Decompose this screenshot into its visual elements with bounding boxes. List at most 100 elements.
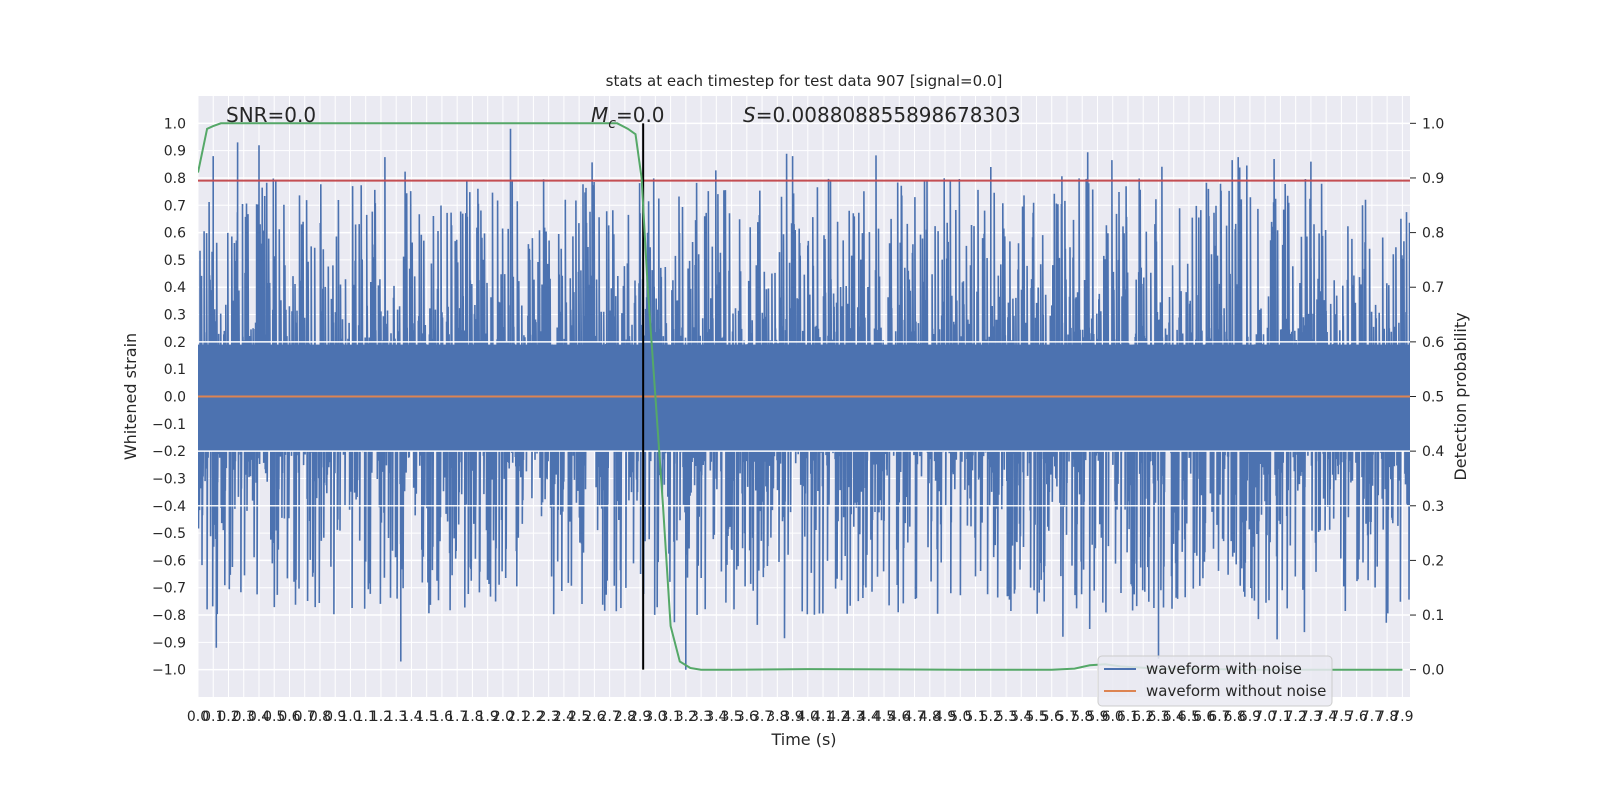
x-tick-label: 0.7: [294, 709, 316, 725]
x-tick-label: 2.7: [598, 709, 620, 725]
x-tick-label: 2.6: [583, 709, 605, 725]
y-tick-label: 0.1: [164, 362, 186, 378]
x-tick-label: 6.0: [1102, 709, 1124, 725]
x-tick-label: 7.4: [1315, 709, 1337, 725]
x-tick-label: 3.8: [766, 709, 788, 725]
x-tick-label: 0.6: [278, 709, 300, 725]
x-tick-label: 2.5: [568, 709, 590, 725]
x-tick-label: 6.9: [1239, 709, 1261, 725]
y-tick-label: 0.3: [164, 308, 186, 324]
data-layer: [198, 122, 1410, 671]
x-tick-label: 0.4: [248, 709, 270, 725]
x-tick-label: 5.6: [1041, 709, 1063, 725]
x-tick-label: 3.7: [751, 709, 773, 725]
x-axis-label: Time (s): [770, 730, 836, 749]
legend: waveform with noise waveform without noi…: [1097, 655, 1333, 707]
x-tick-label: 6.8: [1224, 709, 1246, 725]
x-tick-label: 4.7: [903, 709, 925, 725]
x-tick-label: 6.1: [1117, 709, 1139, 725]
x-tick-label: 3.3: [690, 709, 712, 725]
x-tick-label: 5.5: [1025, 709, 1047, 725]
snr-annotation: SNR=0.0: [226, 103, 316, 127]
x-tick-label: 2.2: [522, 709, 544, 725]
y-tick-label: −0.1: [152, 417, 186, 433]
x-tick-label: 7.1: [1269, 709, 1291, 725]
y-tick-label: 0.4: [164, 280, 186, 296]
y-tick-label: 0.9: [164, 144, 186, 160]
x-tick-label: 6.6: [1193, 709, 1215, 725]
x-tick-label: 5.8: [1071, 709, 1093, 725]
x-tick-label: 0.5: [263, 709, 285, 725]
y-tick-label: −1.0: [152, 663, 186, 679]
y-tick-label: −0.7: [152, 581, 186, 597]
x-tick-label: 4.4: [858, 709, 880, 725]
x-tick-label: 6.3: [1147, 709, 1169, 725]
x-tick-label: 5.9: [1086, 709, 1108, 725]
y-tick-label: −0.9: [152, 635, 186, 651]
x-tick-label: 3.0: [644, 709, 666, 725]
y-tick-label: −0.2: [152, 444, 186, 460]
x-tick-label: 0.3: [233, 709, 255, 725]
x-tick-label: 1.5: [416, 709, 438, 725]
x-tick-label: 7.9: [1391, 709, 1413, 725]
axes: 0.00.10.20.30.40.50.60.70.80.91.01.11.21…: [152, 116, 1444, 725]
x-tick-label: 4.9: [934, 709, 956, 725]
x-tick-label: 3.6: [736, 709, 758, 725]
y2-tick-label: 1.0: [1422, 116, 1444, 132]
y2-tick-label: 0.8: [1422, 226, 1444, 242]
y-tick-label: −0.6: [152, 553, 186, 569]
x-tick-label: 5.4: [1010, 709, 1032, 725]
x-tick-label: 1.2: [370, 709, 392, 725]
y2-tick-label: 0.1: [1422, 608, 1444, 624]
x-tick-label: 6.2: [1132, 709, 1154, 725]
x-tick-label: 1.0: [339, 709, 361, 725]
x-tick-label: 0.1: [202, 709, 224, 725]
y2-axis-label: Detection probability: [1451, 312, 1470, 480]
chirp-mass-value: =0.0: [616, 103, 665, 127]
y-tick-label: −0.8: [152, 608, 186, 624]
x-tick-label: 3.4: [705, 709, 727, 725]
x-tick-label: 2.1: [507, 709, 529, 725]
y2-tick-label: 0.3: [1422, 499, 1444, 515]
y-tick-label: 0.2: [164, 335, 186, 351]
chirp-mass-annotation: Mc=0.0: [591, 103, 665, 132]
x-tick-label: 5.2: [980, 709, 1002, 725]
probability-series-line: [198, 122, 1403, 671]
x-tick-label: 1.4: [400, 709, 422, 725]
x-tick-label: 5.3: [995, 709, 1017, 725]
x-tick-label: 3.9: [781, 709, 803, 725]
x-tick-label: 6.7: [1208, 709, 1230, 725]
x-tick-label: 2.0: [492, 709, 514, 725]
y2-tick-label: 0.9: [1422, 171, 1444, 187]
legend-entry-noise: waveform with noise: [1146, 660, 1302, 678]
legend-entry-clean: waveform without noise: [1146, 682, 1326, 700]
x-tick-label: 6.4: [1163, 709, 1185, 725]
x-tick-label: 4.2: [827, 709, 849, 725]
y2-tick-label: 0.5: [1422, 390, 1444, 406]
x-tick-label: 1.6: [431, 709, 453, 725]
y2-tick-label: 0.4: [1422, 444, 1444, 460]
x-tick-label: 4.0: [797, 709, 819, 725]
x-tick-label: 2.9: [629, 709, 651, 725]
x-tick-label: 7.3: [1300, 709, 1322, 725]
x-tick-label: 2.8: [614, 709, 636, 725]
x-tick-label: 3.5: [720, 709, 742, 725]
x-tick-label: 3.2: [675, 709, 697, 725]
x-tick-label: 4.5: [873, 709, 895, 725]
x-tick-label: 4.3: [842, 709, 864, 725]
x-tick-label: 5.1: [964, 709, 986, 725]
x-tick-label: 7.7: [1361, 709, 1383, 725]
y-tick-label: 0.0: [164, 390, 186, 406]
s-value: =0.008808855898678303: [756, 103, 1021, 127]
x-tick-label: 0.0: [187, 709, 209, 725]
chirp-mass-subscript: c: [608, 116, 616, 132]
x-tick-label: 7.2: [1285, 709, 1307, 725]
x-tick-label: 1.7: [446, 709, 468, 725]
y2-tick-label: 0.0: [1422, 663, 1444, 679]
x-tick-label: 7.6: [1346, 709, 1368, 725]
x-tick-label: 5.0: [949, 709, 971, 725]
y-tick-label: −0.5: [152, 526, 186, 542]
x-tick-label: 2.3: [538, 709, 560, 725]
